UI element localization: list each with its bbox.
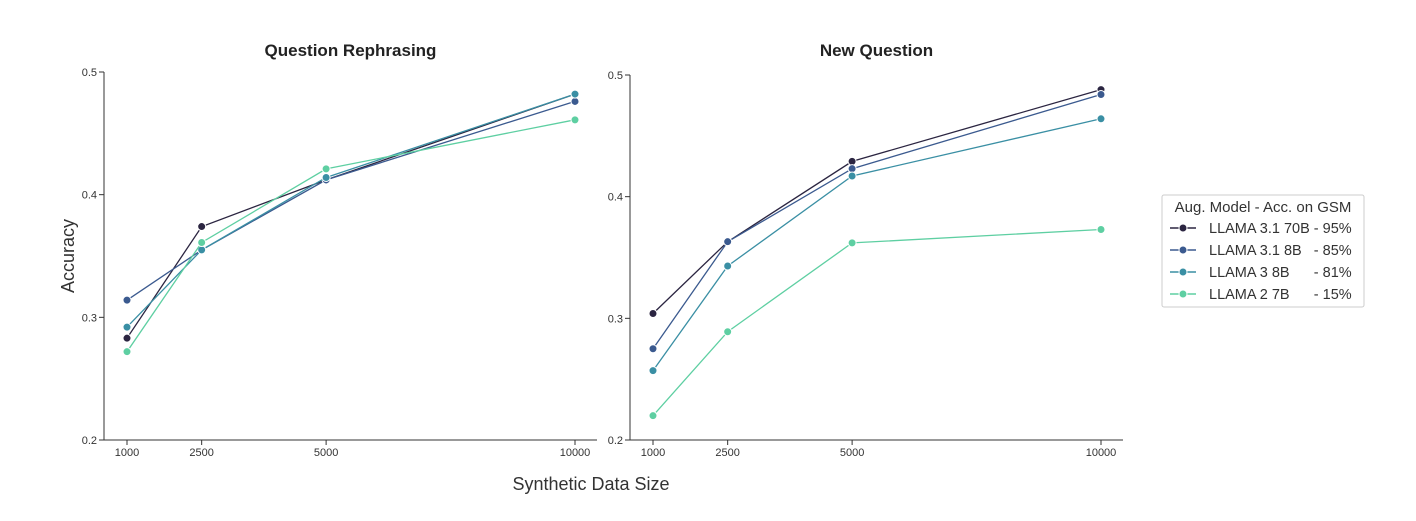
data-point: [122, 322, 132, 332]
legend-item: LLAMA 3 8B - 81%: [1170, 265, 1352, 281]
legend-label: LLAMA 3.1 70B - 95%: [1209, 221, 1352, 237]
series-line: [652, 88, 1102, 314]
data-point: [648, 411, 658, 421]
legend-label: LLAMA 3.1 8B - 85%: [1209, 243, 1352, 259]
x-tick-label: 5000: [314, 447, 338, 459]
y-tick-label: 0.2: [608, 435, 623, 447]
x-tick-label: 10000: [1086, 447, 1117, 459]
data-point: [648, 366, 658, 376]
series-1: [648, 85, 1106, 318]
series-line: [652, 118, 1102, 371]
x-tick-label: 1000: [115, 447, 139, 459]
x-tick-label: 5000: [840, 447, 864, 459]
data-point: [723, 327, 733, 337]
data-point: [1096, 114, 1106, 124]
y-tick-label: 0.3: [82, 312, 97, 324]
legend-label: LLAMA 2 7B - 15%: [1209, 287, 1352, 303]
subplot-title: New Question: [820, 41, 933, 60]
subplot-1: Question Rephrasing 0.2 0.3 0.4 0.5 1000 2500 5…: [82, 41, 597, 459]
series-line: [126, 93, 576, 339]
series-2: [648, 89, 1106, 354]
y-tick-label: 0.3: [608, 313, 623, 325]
data-point: [321, 164, 331, 174]
legend-item: LLAMA 2 7B - 15%: [1170, 287, 1352, 303]
series-line: [126, 100, 576, 301]
series-line: [652, 228, 1102, 417]
y-tick-label: 0.4: [82, 190, 97, 202]
figure-xlabel: Synthetic Data Size: [512, 474, 669, 494]
data-point: [723, 237, 733, 247]
series-3: [648, 114, 1106, 376]
subplot-2: New Question 0.2 0.3 0.4 0.5 1000 2500 5000 1000…: [608, 41, 1123, 459]
x-tick-label: 2500: [715, 447, 739, 459]
legend-marker: [1178, 289, 1188, 299]
data-point: [648, 344, 658, 354]
data-point: [570, 89, 580, 99]
legend-item: LLAMA 3.1 8B - 85%: [1170, 243, 1352, 259]
data-point: [321, 172, 331, 182]
data-point: [122, 347, 132, 357]
data-point: [197, 222, 207, 232]
legend-item: LLAMA 3.1 70B - 95%: [1170, 221, 1352, 237]
figure-ylabel: Accuracy: [58, 219, 78, 293]
panels: Question Rephrasing 0.2 0.3 0.4 0.5 1000 2500 5…: [82, 41, 1123, 459]
legend: Aug. Model - Acc. on GSM LLAMA 3.1 70B -…: [1161, 194, 1365, 308]
data-point: [570, 96, 580, 106]
legend-label: LLAMA 3 8B - 81%: [1209, 265, 1352, 281]
series-2: [122, 96, 580, 305]
data-point: [570, 115, 580, 125]
data-point: [847, 171, 857, 181]
series-line: [652, 93, 1102, 350]
x-tick-label: 10000: [560, 447, 591, 459]
data-point: [648, 308, 658, 318]
series-4: [648, 225, 1106, 421]
x-tick-label: 2500: [189, 447, 213, 459]
data-point: [1096, 89, 1106, 99]
legend-items: LLAMA 3.1 70B - 95% LLAMA 3.1 8B - 85% LLA…: [1170, 221, 1352, 303]
data-point: [122, 333, 132, 343]
y-tick-label: 0.5: [608, 70, 623, 82]
x-tick-label: 1000: [641, 447, 665, 459]
data-point: [1096, 225, 1106, 235]
y-tick-label: 0.4: [608, 192, 623, 204]
series-1: [122, 89, 580, 343]
series-line: [126, 93, 576, 328]
series-3: [122, 89, 580, 332]
series-line: [126, 119, 576, 353]
data-point: [723, 261, 733, 271]
data-point: [847, 238, 857, 248]
subplot-title: Question Rephrasing: [265, 41, 437, 60]
y-tick-label: 0.5: [82, 67, 97, 79]
series-4: [122, 115, 580, 357]
data-point: [197, 238, 207, 248]
data-point: [122, 295, 132, 305]
legend-title: Aug. Model - Acc. on GSM: [1175, 199, 1352, 216]
legend-marker: [1178, 223, 1188, 233]
legend-marker: [1178, 245, 1188, 255]
legend-marker: [1178, 267, 1188, 277]
y-tick-label: 0.2: [82, 435, 97, 447]
legend-frame: [1161, 194, 1365, 308]
